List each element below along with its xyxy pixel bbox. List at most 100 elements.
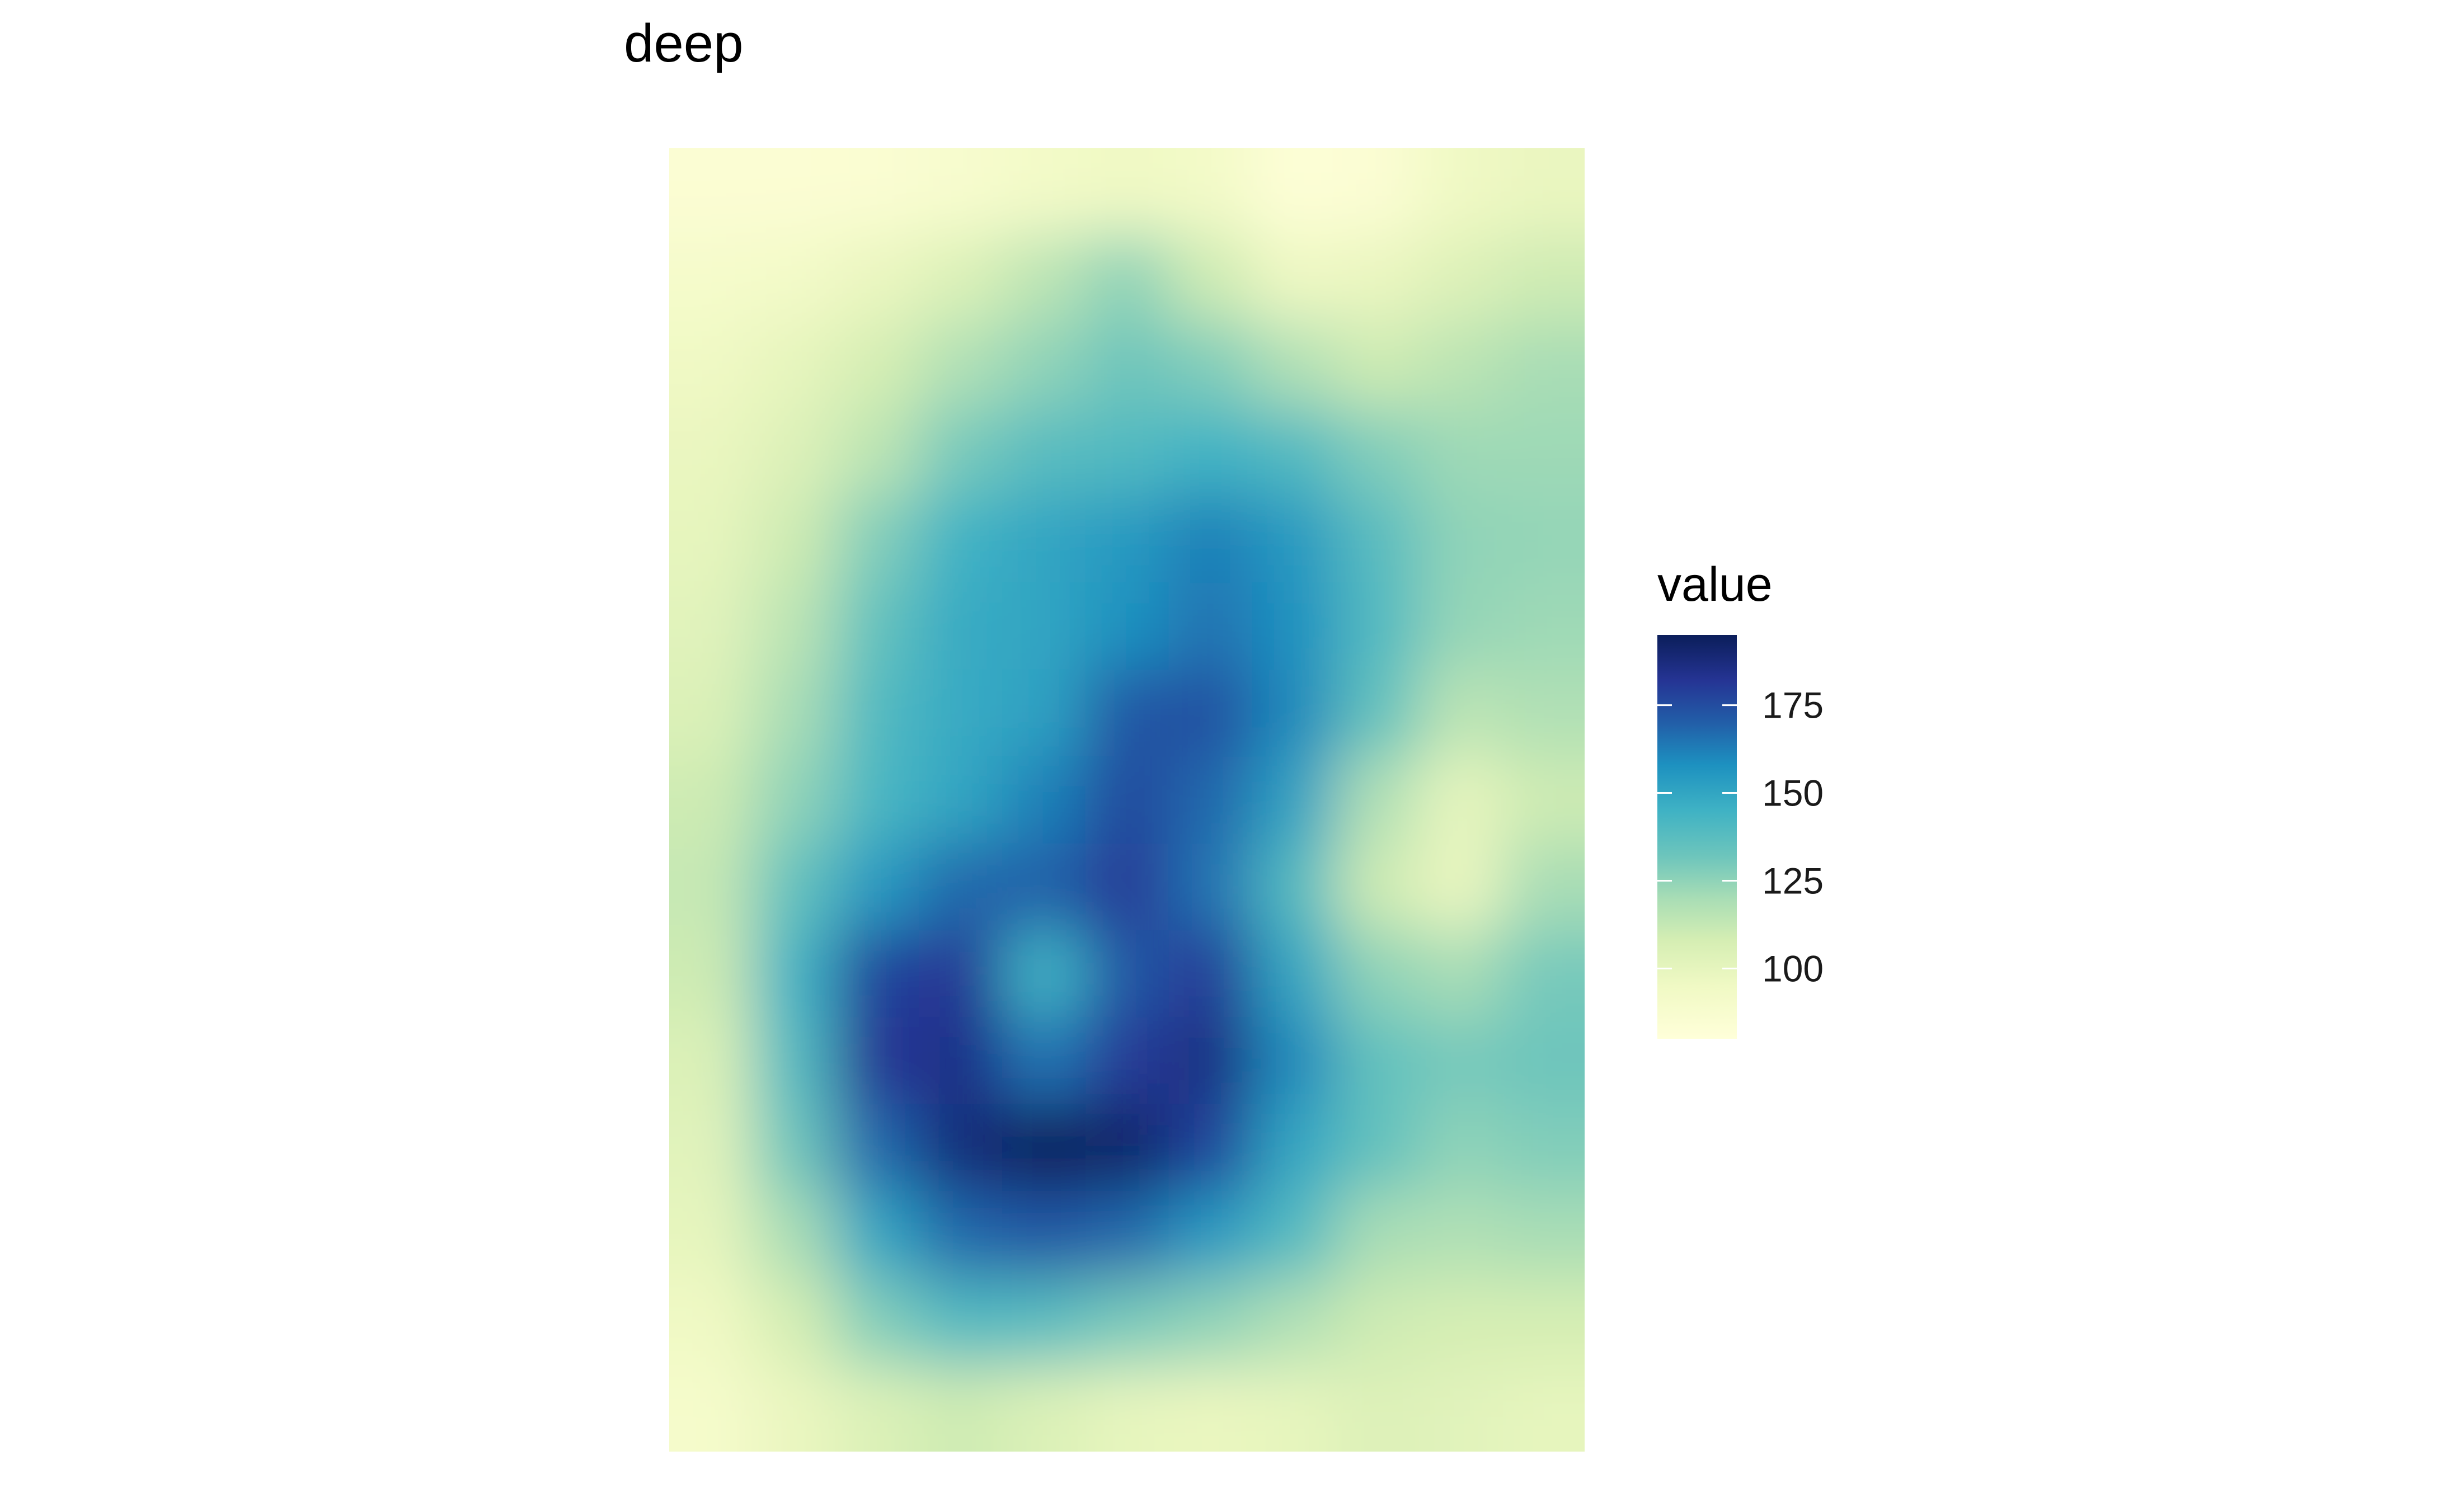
heatmap-cell [919,1017,1003,1105]
heatmap-cell [669,670,753,757]
heatmap-cell [669,1104,753,1191]
heatmap-cell [1168,496,1253,583]
heatmap-cell [835,1017,920,1105]
heatmap-cell [1252,1017,1336,1105]
heatmap-cell [835,496,920,583]
heatmap-cell [1501,1191,1585,1279]
heatmap-cell [1418,235,1502,323]
heatmap-cell [1168,235,1253,323]
heatmap-cell [1252,148,1336,236]
heatmap-cell [669,756,753,844]
heatmap-cell [1501,756,1585,844]
heatmap-cell [919,1278,1003,1365]
heatmap-cell [919,582,1003,670]
heatmap-cell [1085,148,1169,236]
heatmap-cell [1168,1364,1253,1452]
heatmap-cell [1501,322,1585,409]
heatmap-cell [919,756,1003,844]
heatmap-cell [1335,496,1419,583]
heatmap-cell [835,1278,920,1365]
heatmap-cell [669,1017,753,1105]
heatmap-cell [1335,1278,1419,1365]
heatmap-cell [835,409,920,497]
heatmap-cell [1085,1191,1169,1279]
heatmap-cell [1335,1364,1419,1452]
legend-tick-label: 125 [1762,860,1824,901]
heatmap-cell [1252,582,1336,670]
heatmap-cell [835,670,920,757]
heatmap-cell [669,409,753,497]
heatmap-cell [1168,843,1253,931]
heatmap-cell [1418,1017,1502,1105]
heatmap-cell [1168,1017,1253,1105]
heatmap-cell [1002,322,1086,409]
heatmap-cell [1085,843,1169,931]
heatmap-cell [669,148,753,236]
heatmap-cell [1085,1278,1169,1365]
heatmap-cell [1252,1278,1336,1365]
heatmap-cell [1252,1104,1336,1191]
heatmap-cell [1168,1278,1253,1365]
heatmap-cell [1501,843,1585,931]
heatmap-cell [835,1191,920,1279]
heatmap-cell [1418,496,1502,583]
heatmap-cell [1335,1191,1419,1279]
heatmap-cell [1168,756,1253,844]
heatmap-cell [1335,148,1419,236]
heatmap-cell [1501,670,1585,757]
heatmap-cell [1252,496,1336,583]
heatmap-cell [1002,148,1086,236]
heatmap-cell [835,756,920,844]
heatmap-cell [1501,930,1585,1018]
legend-tick-label: 175 [1762,685,1824,726]
heatmap-cell [1501,409,1585,497]
heatmap-cell [1418,1278,1502,1365]
heatmap-cell [1252,235,1336,323]
heatmap-cell [1002,930,1086,1018]
heatmap-cell [1418,930,1502,1018]
heatmap-cell [752,148,837,236]
heatmap-cell [1501,235,1585,323]
heatmap-cell [1002,235,1086,323]
heatmap-cell [919,1104,1003,1191]
heatmap-cell [1252,1191,1336,1279]
heatmap-cell [1418,1104,1502,1191]
heatmap-cell [752,582,837,670]
heatmap-cell [1418,322,1502,409]
heatmap-cell [669,1191,753,1279]
heatmap-cell [919,843,1003,931]
heatmap-cell [1418,670,1502,757]
heatmap-cell [752,1191,837,1279]
heatmap-cell [1085,1364,1169,1452]
heatmap-cell [1085,409,1169,497]
heatmap-cell [1418,148,1502,236]
heatmap-cell [1085,930,1169,1018]
heatmap-cell [669,1278,753,1365]
heatmap-cell [1002,843,1086,931]
heatmap-cell [1418,756,1502,844]
heatmap-cell [1418,582,1502,670]
legend-colorbar [1657,635,1737,1039]
heatmap-cell [1501,148,1585,236]
heatmap-cell [752,670,837,757]
heatmap-cell [1002,1017,1086,1105]
heatmap-cell [1168,148,1253,236]
heatmap-cell [919,496,1003,583]
heatmap-cell [1002,670,1086,757]
heatmap-cell [1168,582,1253,670]
heatmap-cell [835,322,920,409]
heatmap-cell [1168,1191,1253,1279]
heatmap-cell [1002,1191,1086,1279]
heatmap-cell [1002,1278,1086,1365]
heatmap-cell [1085,756,1169,844]
heatmap-cell [1085,670,1169,757]
chart-title: deep [624,13,744,73]
heatmap-cell [752,496,837,583]
heatmap-cell [1501,1364,1585,1452]
heatmap-cell [1252,843,1336,931]
heatmap-cell [1002,582,1086,670]
heatmap-cell [1501,1104,1585,1191]
heatmap-cell [752,235,837,323]
heatmap-cell [1418,409,1502,497]
